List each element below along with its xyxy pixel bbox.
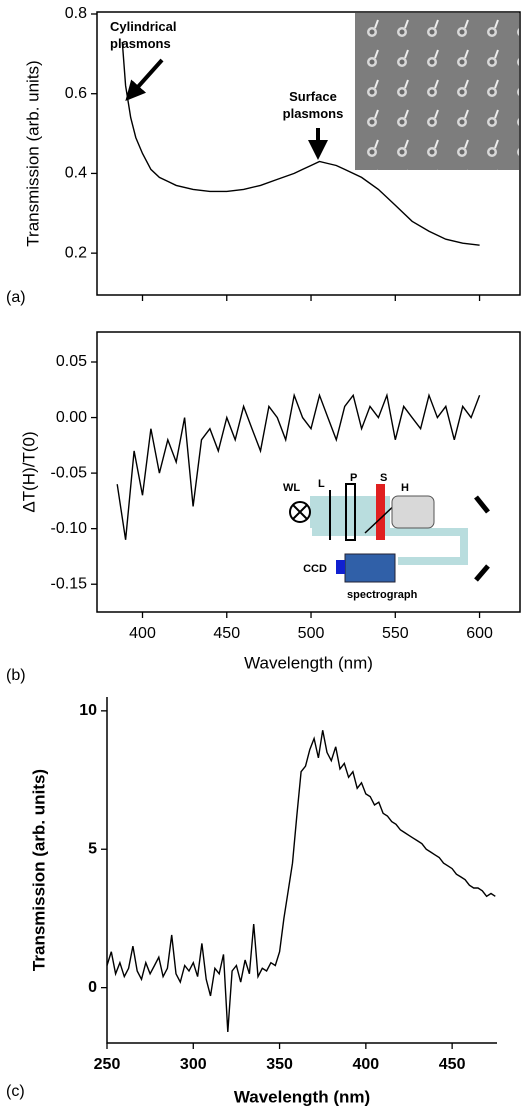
- x-tick-label: 500: [298, 625, 325, 642]
- y-tick-label: -0.15: [51, 575, 88, 592]
- annotation: Surface plasmons: [283, 89, 344, 121]
- y-tick-label: 0.2: [65, 244, 87, 261]
- panel-label: (a): [6, 289, 26, 306]
- x-tick-label: 400: [352, 1056, 379, 1073]
- x-axis-title: Wavelength (nm): [244, 653, 373, 672]
- x-axis-title: Wavelength (nm): [234, 1087, 370, 1106]
- x-tick-label: 600: [466, 625, 493, 642]
- x-tick-label: 400: [129, 625, 156, 642]
- panel-label: (b): [6, 667, 26, 684]
- x-tick-label: 450: [213, 625, 240, 642]
- data-line: [116, 392, 481, 540]
- inset-label: CCD: [303, 563, 327, 575]
- plot-frame: [96, 331, 521, 613]
- y-axis-title: Transmission (arb. units): [23, 60, 42, 246]
- annotation: Cylindrical plasmons: [110, 19, 176, 51]
- x-tick-label: 350: [266, 1056, 293, 1073]
- y-tick-label: 0.00: [56, 409, 87, 426]
- y-tick-label: 0.4: [65, 165, 87, 182]
- inset-label: P: [350, 472, 357, 484]
- plot-frame: [96, 11, 521, 296]
- panel-label: (c): [6, 1083, 25, 1100]
- y-tick-label: 0.05: [56, 353, 87, 370]
- data-line: [106, 730, 496, 1032]
- y-tick-label: 0.6: [65, 85, 87, 102]
- y-tick-label: 0: [88, 979, 97, 996]
- y-tick-label: 5: [88, 840, 97, 857]
- inset-label: spectrograph: [347, 589, 418, 601]
- x-tick-label: 550: [382, 625, 409, 642]
- inset-label: WL: [283, 482, 300, 494]
- y-axis-title: ΔT(H)/T(0): [19, 431, 38, 512]
- y-tick-label: 10: [79, 702, 97, 719]
- x-tick-label: 300: [180, 1056, 207, 1073]
- y-tick-label: -0.10: [51, 520, 88, 537]
- arrow: [125, 58, 164, 101]
- y-tick-label: 0.8: [65, 5, 87, 22]
- x-tick-label: 450: [439, 1056, 466, 1073]
- sem-inset: [355, 13, 519, 170]
- axes: [106, 697, 497, 1044]
- y-axis-title: Transmission (arb. units): [29, 769, 48, 971]
- data-line: [121, 41, 480, 246]
- y-tick-label: -0.05: [51, 464, 88, 481]
- inset-label: H: [401, 482, 409, 494]
- inset-label: S: [380, 472, 387, 484]
- setup-schematic: [289, 483, 490, 583]
- inset-label: L: [318, 478, 325, 490]
- x-tick-label: 250: [94, 1056, 121, 1073]
